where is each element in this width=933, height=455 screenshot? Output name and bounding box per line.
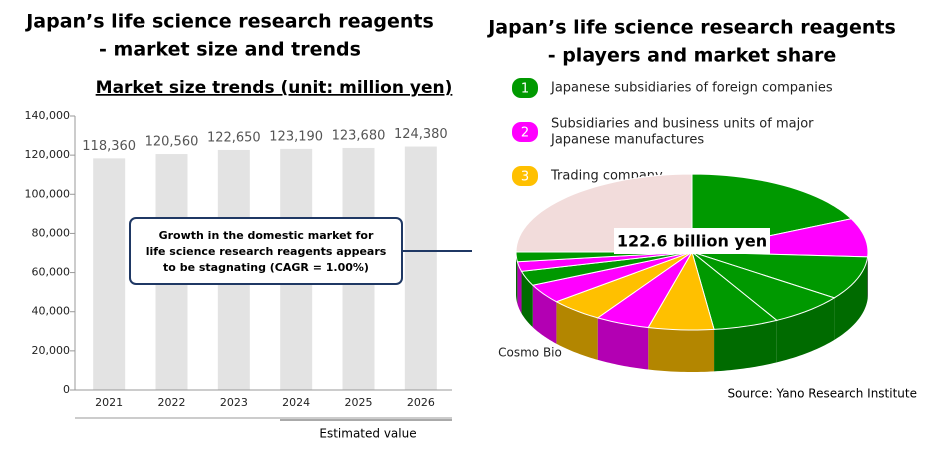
y-tick-label: 120,000 <box>25 148 71 161</box>
value-label: 123,190 <box>269 129 323 144</box>
bar <box>405 147 437 390</box>
slice-side <box>648 328 714 372</box>
y-tick-label: 40,000 <box>32 305 71 318</box>
y-tick-label: 60,000 <box>32 266 71 279</box>
x-tick-label: 2023 <box>220 396 248 409</box>
annotation-text: life science research reagents appears <box>146 245 387 258</box>
y-tick-label: 0 <box>63 383 70 396</box>
legend-number: 3 <box>521 170 529 185</box>
x-tick-label: 2025 <box>345 396 373 409</box>
value-label: 122,650 <box>207 130 261 145</box>
value-label: 120,560 <box>145 135 199 150</box>
center-label: 122.6 billion yen <box>617 232 767 251</box>
y-tick-label: 20,000 <box>32 344 71 357</box>
chart-title: - players and market share <box>548 45 837 67</box>
x-tick-label: 2021 <box>95 396 123 409</box>
y-tick-label: 100,000 <box>25 187 71 200</box>
value-label: 123,680 <box>332 128 386 143</box>
legend-label: Japanese manufactures <box>550 133 704 148</box>
annotation-text: to be stagnating (CAGR = 1.00%) <box>163 261 369 274</box>
legend-number: 2 <box>521 126 529 141</box>
legend-label: Subsidiaries and business units of major <box>551 117 814 132</box>
x-tick-label: 2026 <box>407 396 435 409</box>
legend-number: 1 <box>521 82 529 97</box>
bar <box>93 158 125 390</box>
y-tick-label: 80,000 <box>32 226 71 239</box>
annotation-text: Growth in the domestic market for <box>159 229 374 242</box>
value-label: 118,360 <box>82 139 136 154</box>
value-label: 124,380 <box>394 127 448 142</box>
chart-title: Japan’s life science research reagents <box>24 11 434 33</box>
y-tick-label: 140,000 <box>25 109 71 122</box>
chart-title: Japan’s life science research reagents <box>486 17 896 39</box>
legend-label: Japanese subsidiaries of foreign compani… <box>550 81 833 96</box>
slice-label: Cosmo Bio <box>498 346 562 360</box>
source: Source: Yano Research Institute <box>727 387 917 401</box>
x-tick-label: 2024 <box>282 396 310 409</box>
chart-title: - market size and trends <box>99 39 361 61</box>
x-tick-label: 2022 <box>158 396 186 409</box>
chart-subtitle: Market size trends (unit: million yen) <box>96 78 453 98</box>
estimated-label: Estimated value <box>319 427 416 441</box>
